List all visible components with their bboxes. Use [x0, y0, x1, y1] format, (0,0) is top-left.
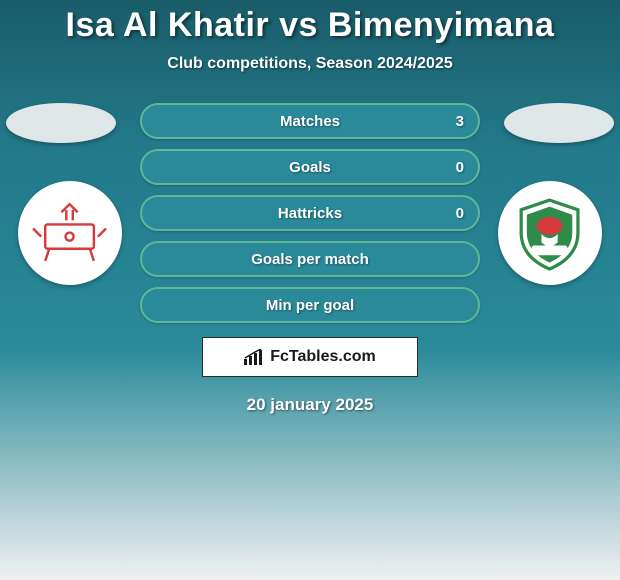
stat-value: 0 — [456, 205, 464, 222]
stat-row-min-per-goal: Min per goal — [140, 287, 480, 323]
stat-value: 0 — [456, 159, 464, 176]
brand-text: FcTables.com — [270, 348, 376, 366]
stat-label: Matches — [280, 113, 340, 130]
brand-box: FcTables.com — [202, 337, 418, 377]
stat-value: 3 — [456, 113, 464, 130]
stat-pill-stack: Matches 3 Goals 0 Hattricks 0 Goals per … — [140, 103, 480, 323]
stat-label: Hattricks — [278, 205, 342, 222]
stat-label: Goals — [289, 159, 331, 176]
stat-label: Goals per match — [251, 251, 369, 268]
club-left-icon — [29, 192, 110, 273]
stat-label: Min per goal — [266, 297, 354, 314]
stat-row-matches: Matches 3 — [140, 103, 480, 139]
club-left-badge — [18, 181, 122, 285]
player-right-avatar — [504, 103, 614, 143]
date-line: 20 january 2025 — [0, 395, 620, 415]
player-left-avatar — [6, 103, 116, 143]
page-title: Isa Al Khatir vs Bimenyimana — [0, 0, 620, 45]
stat-row-goals: Goals 0 — [140, 149, 480, 185]
comparison-area: Matches 3 Goals 0 Hattricks 0 Goals per … — [0, 103, 620, 415]
stat-row-goals-per-match: Goals per match — [140, 241, 480, 277]
brand-chart-icon — [244, 349, 264, 365]
club-right-badge — [498, 181, 602, 285]
club-right-icon — [509, 192, 590, 273]
subtitle: Club competitions, Season 2024/2025 — [0, 55, 620, 73]
stat-row-hattricks: Hattricks 0 — [140, 195, 480, 231]
